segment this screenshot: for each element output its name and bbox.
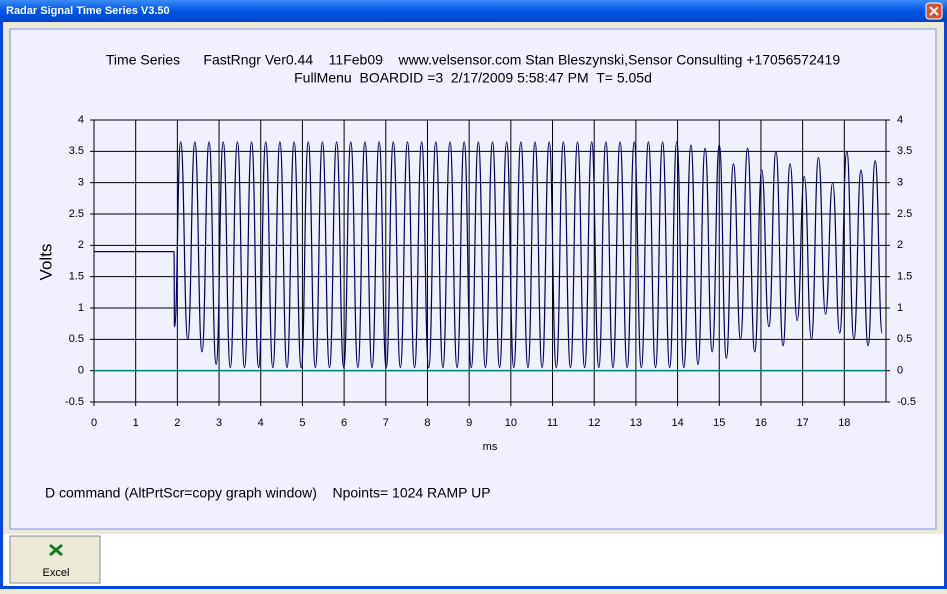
y2-tick-label: 1.5 bbox=[897, 271, 912, 283]
title-bar bbox=[0, 0, 947, 22]
y-tick-label: 1 bbox=[78, 302, 84, 314]
chart-subtitle: FullMenu BOARDID =3 2/17/2009 5:58:47 PM… bbox=[294, 70, 652, 86]
y2-tick-label: 0 bbox=[897, 365, 903, 377]
x-tick-label: 9 bbox=[466, 417, 472, 429]
y-tick-label: 0.5 bbox=[69, 333, 84, 345]
x-tick-label: 5 bbox=[299, 417, 305, 429]
close-icon bbox=[929, 6, 939, 16]
y2-tick-label: 4 bbox=[897, 114, 903, 126]
x-tick-label: 7 bbox=[383, 417, 389, 429]
y2-tick-label: -0.5 bbox=[897, 396, 916, 408]
x-tick-label: 16 bbox=[755, 417, 767, 429]
y2-tick-label: 2.5 bbox=[897, 208, 912, 220]
excel-icon bbox=[49, 543, 63, 557]
x-tick-label: 10 bbox=[505, 417, 517, 429]
y-tick-label: 3 bbox=[78, 177, 84, 189]
window-title: Radar Signal Time Series V3.50 bbox=[6, 5, 170, 17]
x-tick-label: 4 bbox=[258, 417, 264, 429]
toolbar bbox=[3, 534, 944, 586]
y-axis-label: Volts bbox=[36, 244, 55, 281]
x-tick-label: 2 bbox=[174, 417, 180, 429]
footer-text: D command (AltPrtScr=copy graph window) … bbox=[45, 485, 491, 501]
y-tick-label: -0.5 bbox=[65, 396, 84, 408]
x-axis-label: ms bbox=[483, 441, 498, 453]
y2-tick-label: 3.5 bbox=[897, 145, 912, 157]
x-tick-label: 0 bbox=[91, 417, 97, 429]
chart-title: Time Series FastRngr Ver0.44 11Feb09 www… bbox=[106, 52, 840, 68]
y-tick-label: 1.5 bbox=[69, 271, 84, 283]
plot-area bbox=[9, 28, 937, 530]
y-tick-label: 3.5 bbox=[69, 145, 84, 157]
x-tick-label: 14 bbox=[671, 417, 683, 429]
x-tick-label: 8 bbox=[424, 417, 430, 429]
excel-button[interactable] bbox=[9, 535, 101, 584]
x-tick-label: 1 bbox=[133, 417, 139, 429]
button-label: Excel bbox=[43, 567, 70, 579]
x-tick-label: 15 bbox=[713, 417, 725, 429]
x-tick-label: 6 bbox=[341, 417, 347, 429]
y-tick-label: 2.5 bbox=[69, 208, 84, 220]
signal-line bbox=[94, 141, 883, 369]
x-tick-label: 18 bbox=[838, 417, 850, 429]
y2-tick-label: 1 bbox=[897, 302, 903, 314]
y-tick-label: 0 bbox=[78, 365, 84, 377]
x-tick-label: 13 bbox=[630, 417, 642, 429]
x-tick-label: 12 bbox=[588, 417, 600, 429]
y2-tick-label: 3 bbox=[897, 177, 903, 189]
y2-tick-label: 0.5 bbox=[897, 333, 912, 345]
x-tick-label: 11 bbox=[547, 417, 558, 429]
y2-tick-label: 2 bbox=[897, 239, 903, 251]
y-tick-label: 4 bbox=[78, 114, 84, 126]
y-tick-label: 2 bbox=[78, 239, 84, 251]
x-tick-label: 17 bbox=[797, 417, 809, 429]
x-tick-label: 3 bbox=[216, 417, 222, 429]
